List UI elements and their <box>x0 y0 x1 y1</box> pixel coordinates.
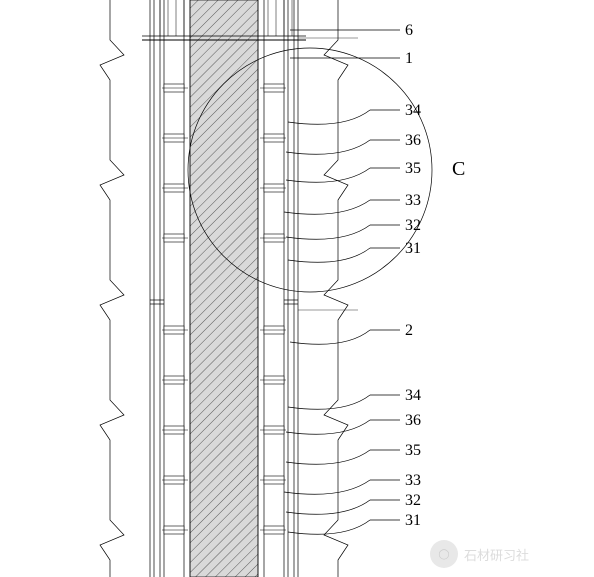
svg-text:33: 33 <box>405 192 421 209</box>
svg-text:34: 34 <box>405 387 421 404</box>
section-diagram: 6 1 34 36 35 33 32 31 2 34 36 35 33 32 31 C <box>100 0 465 577</box>
svg-text:31: 31 <box>405 512 421 529</box>
svg-text:36: 36 <box>405 132 421 149</box>
svg-text:C: C <box>452 158 465 180</box>
svg-text:32: 32 <box>405 217 421 234</box>
svg-text:34: 34 <box>405 102 421 119</box>
watermark-logo-icon: ◯ <box>430 540 458 568</box>
svg-text:35: 35 <box>405 442 421 459</box>
watermark: ◯ 石材研习社 <box>430 540 529 568</box>
svg-text:6: 6 <box>405 22 413 39</box>
svg-text:33: 33 <box>405 472 421 489</box>
svg-text:31: 31 <box>405 240 421 257</box>
svg-text:32: 32 <box>405 492 421 509</box>
watermark-text: 石材研习社 <box>464 545 529 564</box>
svg-text:1: 1 <box>405 50 413 67</box>
svg-text:35: 35 <box>405 160 421 177</box>
svg-text:36: 36 <box>405 412 421 429</box>
svg-text:2: 2 <box>405 322 413 339</box>
